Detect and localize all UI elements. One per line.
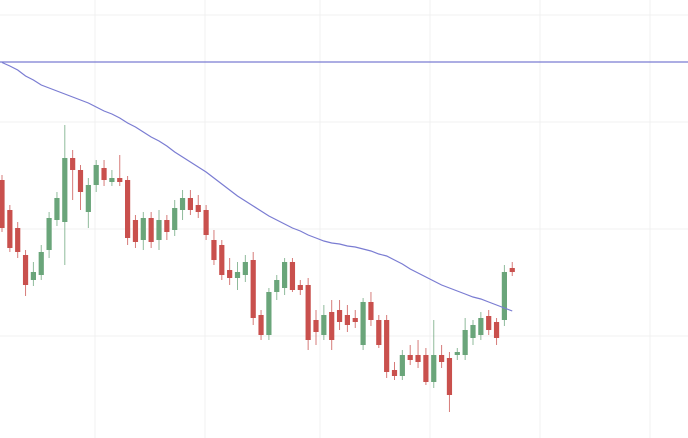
vertical-grid bbox=[94, 0, 651, 438]
candle-body bbox=[407, 355, 413, 360]
candle-body bbox=[203, 210, 209, 235]
candle-body bbox=[258, 315, 264, 335]
candle-body bbox=[195, 205, 201, 212]
candle-body bbox=[321, 315, 327, 335]
candle-body bbox=[93, 165, 99, 185]
candle-body bbox=[54, 198, 60, 220]
candle-body bbox=[227, 270, 233, 278]
candle-body bbox=[266, 292, 272, 335]
candle-body bbox=[62, 158, 68, 222]
candle-body bbox=[156, 220, 162, 240]
candle-body bbox=[140, 218, 146, 240]
candle-body bbox=[30, 272, 36, 280]
candle-body bbox=[70, 158, 76, 170]
candle-body bbox=[305, 285, 311, 340]
candle-body bbox=[282, 262, 288, 288]
candle-body bbox=[454, 352, 460, 355]
candle-body bbox=[274, 280, 280, 292]
candle-body bbox=[38, 252, 44, 275]
candle-body bbox=[15, 228, 21, 252]
candle-body bbox=[148, 218, 154, 242]
candle-body bbox=[360, 302, 366, 345]
candle-body bbox=[297, 285, 303, 290]
candle-body bbox=[85, 185, 91, 212]
candle-body bbox=[415, 355, 421, 362]
candle-body bbox=[7, 210, 13, 248]
candle-body bbox=[486, 316, 492, 330]
moving-average-line bbox=[1, 61, 513, 312]
candle-body bbox=[376, 320, 382, 345]
candle-body bbox=[219, 245, 225, 275]
candle-body bbox=[117, 178, 123, 182]
candle-body bbox=[509, 268, 515, 272]
candle-body bbox=[501, 272, 507, 320]
candle-body bbox=[289, 262, 296, 290]
candle-body bbox=[431, 355, 437, 382]
candle-body bbox=[470, 325, 476, 338]
candle-body bbox=[446, 358, 453, 395]
candle-body bbox=[46, 218, 52, 250]
candle-body bbox=[462, 330, 468, 355]
candle-body bbox=[344, 315, 350, 325]
candle-body bbox=[399, 355, 405, 376]
candle-body bbox=[250, 260, 256, 318]
candle-body bbox=[125, 180, 131, 238]
candle-body bbox=[384, 320, 390, 372]
candle-body bbox=[234, 272, 241, 278]
candle-body bbox=[109, 178, 115, 182]
candle-body bbox=[187, 198, 193, 210]
candle-body bbox=[368, 302, 374, 320]
candle-body bbox=[101, 168, 107, 180]
candle-body bbox=[493, 322, 500, 338]
candle-body bbox=[313, 320, 319, 332]
candle-body bbox=[423, 355, 429, 382]
candle-body bbox=[329, 312, 335, 340]
candle-body bbox=[179, 198, 186, 210]
candle-body bbox=[132, 220, 139, 242]
candle-body bbox=[336, 310, 343, 322]
candle-body bbox=[0, 180, 5, 228]
candle-body bbox=[77, 170, 84, 192]
candle-body bbox=[439, 355, 445, 362]
candle-body bbox=[211, 240, 217, 260]
candle-body bbox=[242, 262, 248, 275]
candle-body bbox=[172, 208, 178, 230]
candle-body bbox=[391, 370, 398, 376]
candle-body bbox=[164, 220, 170, 232]
candle-body bbox=[22, 255, 29, 285]
candle-body bbox=[478, 318, 484, 335]
candle-body bbox=[352, 318, 358, 322]
